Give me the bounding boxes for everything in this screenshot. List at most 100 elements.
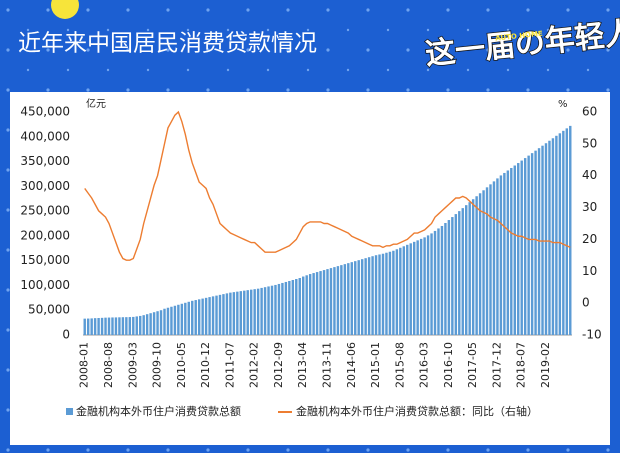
- y2-tick-label: 60: [582, 105, 597, 119]
- bar: [562, 130, 565, 335]
- bar: [184, 302, 187, 335]
- y2-tick-label: 40: [582, 168, 597, 182]
- bar: [544, 143, 548, 335]
- bar: [204, 297, 208, 335]
- bar: [409, 243, 412, 335]
- bar: [218, 294, 222, 335]
- bar: [392, 250, 395, 335]
- bar: [513, 165, 516, 335]
- bar: [343, 264, 347, 335]
- bar: [139, 315, 142, 335]
- bar: [86, 318, 90, 335]
- bar: [312, 273, 315, 335]
- bar: [215, 295, 218, 335]
- x-tick-label: 2012-02: [248, 342, 261, 388]
- bar: [177, 304, 180, 335]
- bar: [569, 125, 572, 336]
- bar: [308, 274, 312, 335]
- bar: [253, 289, 256, 335]
- x-tick-label: 2011-07: [223, 342, 236, 388]
- y-tick-label: 450,000: [20, 105, 70, 119]
- bar: [530, 153, 534, 335]
- bar: [180, 303, 184, 335]
- bar: [340, 265, 343, 335]
- bar: [114, 317, 118, 335]
- bar: [388, 251, 392, 335]
- chart-panel: [10, 92, 610, 445]
- bar: [371, 256, 374, 335]
- bar: [121, 317, 125, 335]
- bar: [152, 312, 156, 335]
- bar: [246, 290, 249, 335]
- bar: [187, 301, 190, 335]
- bar: [232, 292, 236, 335]
- bar: [437, 228, 440, 335]
- bar: [319, 271, 322, 335]
- bar: [239, 291, 243, 335]
- y-tick-label: 200,000: [20, 228, 70, 242]
- bar: [201, 298, 204, 335]
- bar: [295, 279, 298, 335]
- bar: [558, 133, 562, 335]
- bar: [364, 258, 367, 335]
- bar: [451, 217, 454, 335]
- y-tick-label: 0: [62, 328, 70, 342]
- bar: [475, 196, 478, 335]
- bar: [90, 318, 93, 335]
- bar: [360, 259, 364, 335]
- bar: [302, 276, 305, 335]
- bar: [225, 293, 229, 335]
- bar: [520, 160, 523, 335]
- bar: [503, 172, 506, 335]
- bar: [291, 279, 295, 335]
- bar: [378, 254, 381, 335]
- bar: [274, 284, 277, 335]
- bar: [478, 193, 482, 335]
- x-tick-label: 2017-12: [490, 342, 503, 388]
- x-tick-label: 2012-09: [272, 342, 285, 388]
- y2-tick-label: -10: [582, 328, 602, 342]
- y-tick-label: 300,000: [20, 179, 70, 193]
- x-tick-label: 2013-04: [296, 342, 309, 388]
- line: [84, 110, 571, 261]
- bar: [551, 138, 555, 335]
- page-title: 近年来中国居民消费贷款情况: [18, 31, 317, 57]
- legend-swatch: [66, 408, 73, 415]
- bar: [433, 230, 437, 335]
- x-tick-label: 2016-03: [418, 342, 431, 388]
- y-unit: 亿元: [86, 97, 106, 110]
- y2-tick-label: 30: [582, 200, 597, 214]
- y2-tick-label: 20: [582, 232, 597, 246]
- bar: [132, 316, 135, 335]
- bar: [93, 318, 97, 335]
- bar: [236, 291, 239, 335]
- bar: [461, 208, 464, 335]
- bar: [517, 163, 520, 335]
- bar: [395, 249, 399, 335]
- y-tick-label: 400,000: [20, 129, 70, 143]
- bar: [145, 314, 149, 335]
- bar: [555, 135, 558, 335]
- bar: [482, 190, 485, 335]
- bar: [260, 287, 263, 335]
- x-tick-label: 2010-12: [199, 342, 212, 388]
- bar: [135, 316, 138, 335]
- bar: [277, 283, 281, 335]
- bar: [423, 237, 426, 335]
- bar: [381, 253, 385, 335]
- bar: [499, 175, 503, 335]
- x-tick-label: 2008-01: [78, 342, 91, 388]
- bar: [485, 187, 489, 335]
- bar: [142, 315, 145, 335]
- bar: [347, 263, 350, 335]
- bar: [194, 300, 197, 335]
- x-tick-label: 2018-07: [515, 342, 528, 388]
- x-tick-label: 2014-06: [345, 342, 358, 388]
- bar: [492, 181, 496, 335]
- bar: [173, 305, 177, 335]
- x-tick-label: 2009-10: [151, 342, 164, 388]
- bar: [565, 128, 569, 335]
- bar: [211, 296, 215, 335]
- bar: [412, 241, 416, 335]
- bar: [329, 268, 333, 335]
